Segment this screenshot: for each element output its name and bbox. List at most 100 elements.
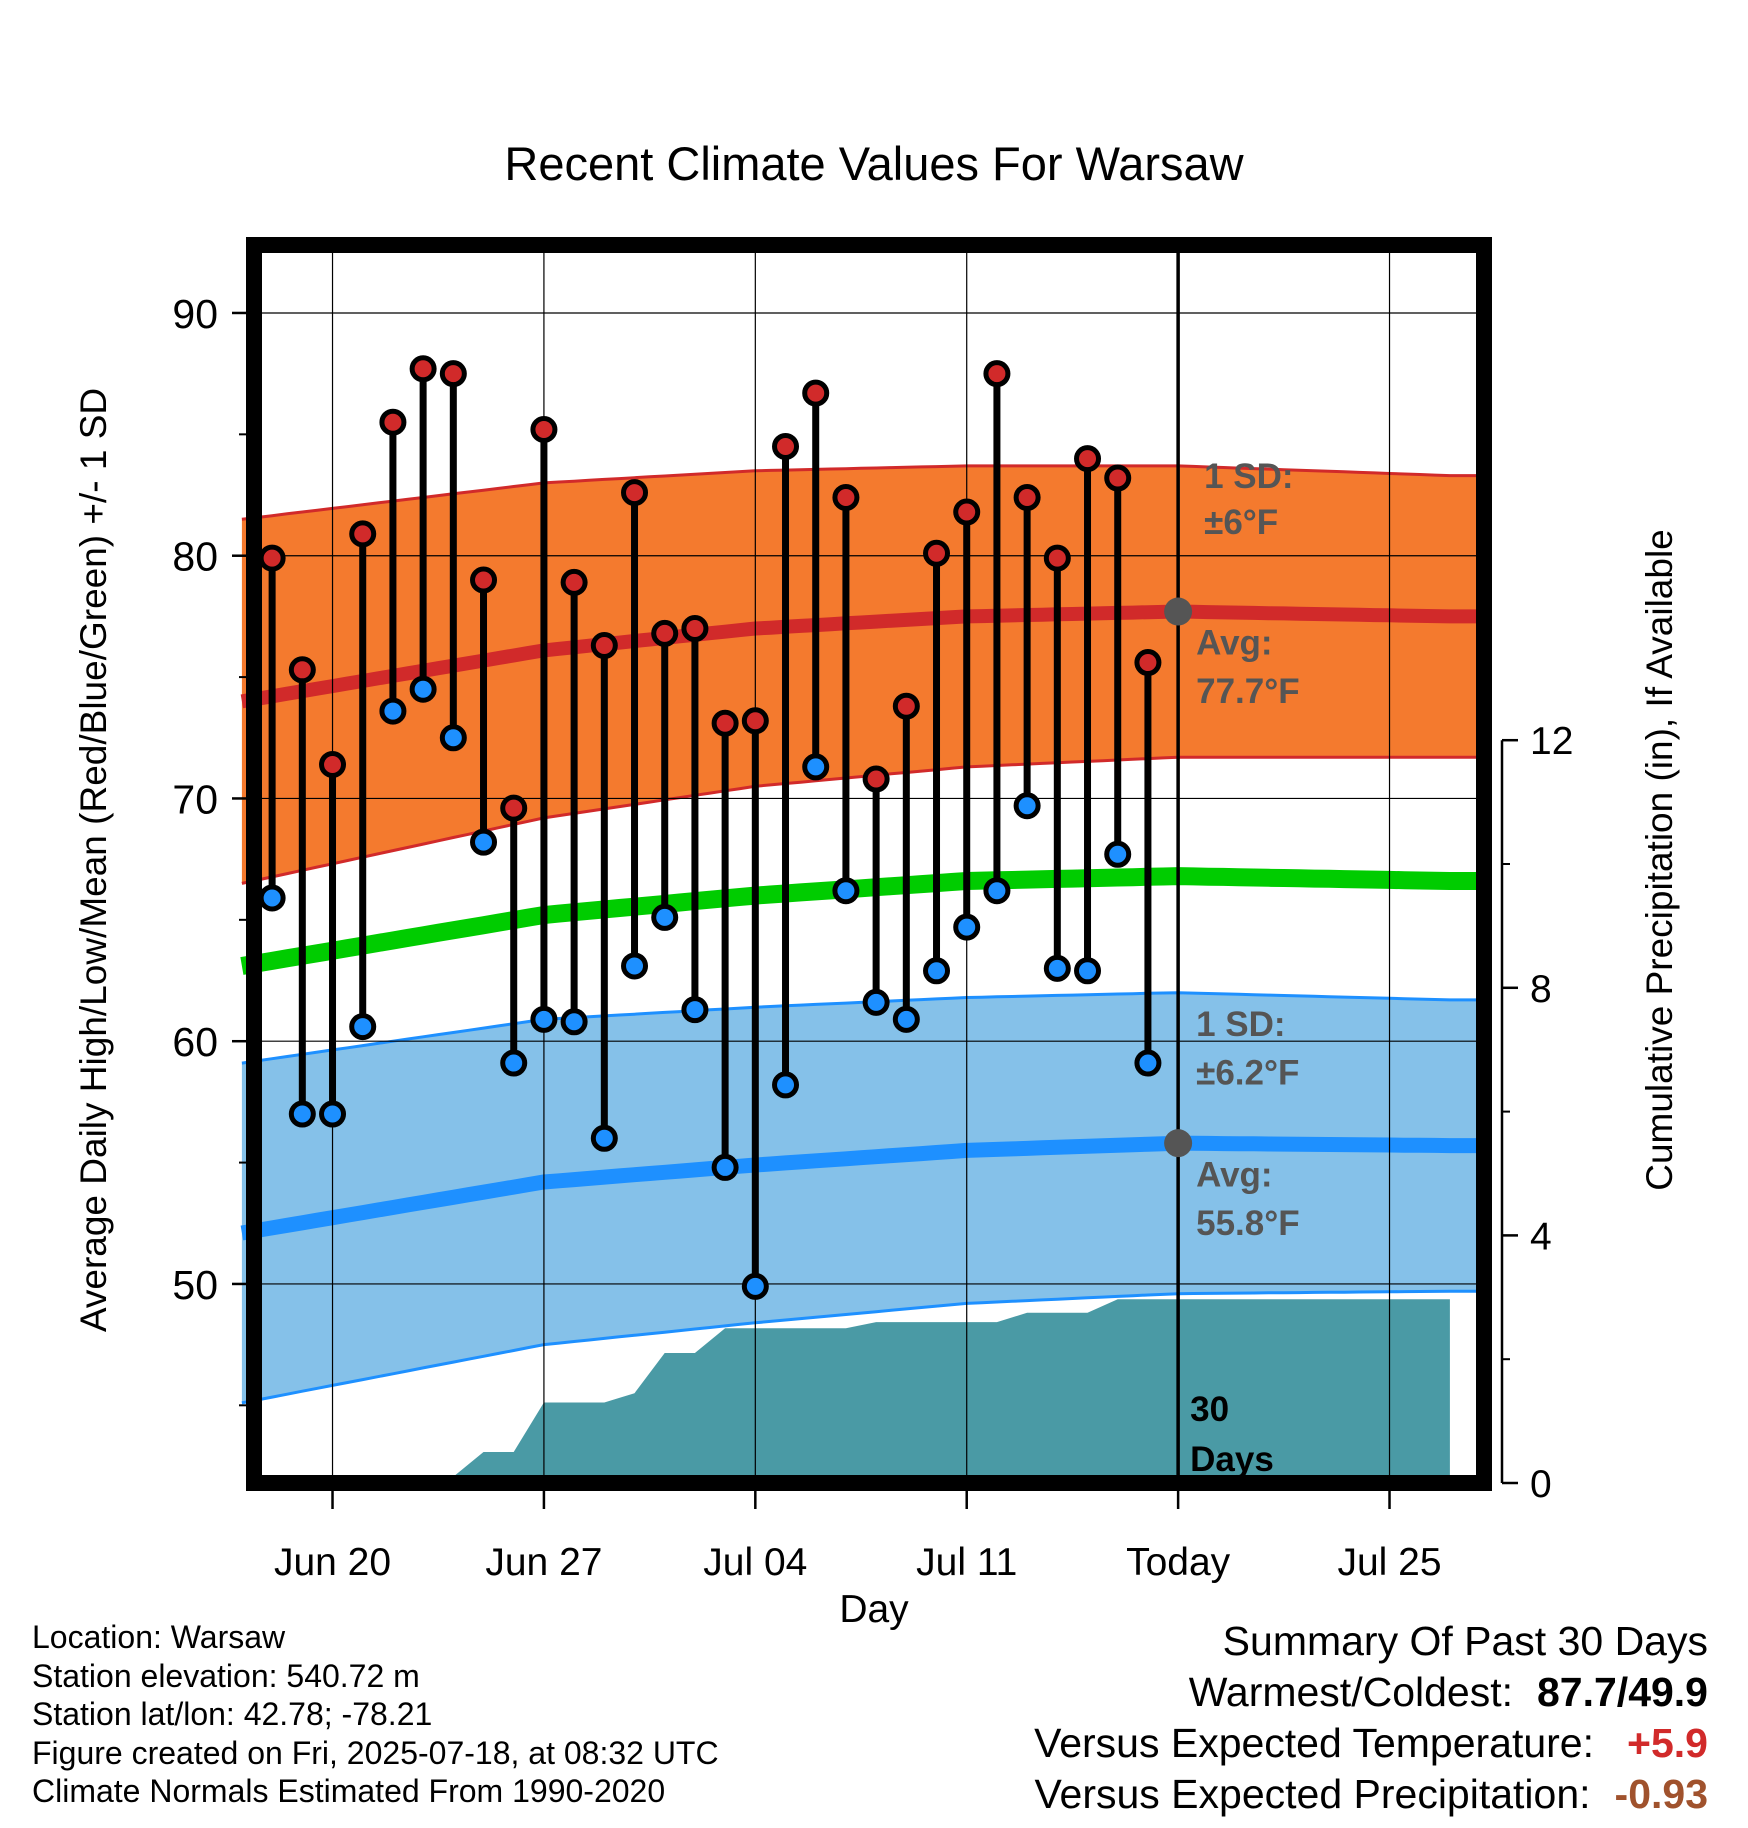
low-point — [258, 884, 286, 912]
high-point — [802, 379, 830, 407]
temp-label: Versus Expected Temperature: — [1034, 1720, 1594, 1766]
location-text: Location: Warsaw — [32, 1619, 286, 1655]
high-point — [379, 408, 407, 436]
high-point — [953, 498, 981, 526]
plot-frame — [246, 237, 1492, 1491]
high-point — [681, 615, 709, 643]
x-axis-label: Day — [839, 1588, 909, 1631]
high-point — [862, 765, 890, 793]
high-point — [288, 656, 316, 684]
low-point — [288, 1100, 316, 1128]
y-tick-label-left: 60 — [172, 1019, 218, 1065]
low-sd-label: 1 SD: — [1196, 1005, 1285, 1044]
high-point — [983, 360, 1011, 388]
low-point — [1013, 792, 1041, 820]
low-point — [711, 1153, 739, 1181]
latlon-text: Station lat/lon: 42.78; -78.21 — [32, 1696, 433, 1732]
high-point — [1074, 445, 1102, 473]
low-point — [500, 1049, 528, 1077]
normal-mean-line — [240, 867, 1484, 975]
high-point — [500, 794, 528, 822]
low-avg-marker — [1164, 1129, 1193, 1158]
x-tick-label: Today — [1126, 1541, 1231, 1584]
summary-panel: Summary Of Past 30 Days Warmest/Coldest:… — [1034, 1616, 1708, 1820]
x-tick-label: Jun 27 — [485, 1541, 602, 1584]
y-tick-label-right: 12 — [1530, 720, 1573, 763]
high-avg-marker — [1164, 597, 1193, 626]
low-point — [862, 988, 890, 1016]
high-point — [892, 692, 920, 720]
high-point — [439, 360, 467, 388]
days-label: Days — [1190, 1440, 1274, 1479]
precip-label: Versus Expected Precipitation: — [1034, 1771, 1591, 1817]
low-point — [379, 697, 407, 725]
low-point — [349, 1013, 377, 1041]
precip-row: Versus Expected Precipitation: -0.93 — [1034, 1769, 1708, 1820]
low-point — [832, 877, 860, 905]
low-point — [651, 903, 679, 931]
x-tick-label: Jul 25 — [1337, 1541, 1441, 1584]
y-tick-label-right: 8 — [1530, 968, 1552, 1011]
y-tick-label-right: 4 — [1530, 1215, 1552, 1258]
high-avg-label: Avg: — [1196, 624, 1272, 663]
elevation-text: Station elevation: 540.72 m — [32, 1657, 420, 1694]
low-avg-label: Avg: — [1196, 1155, 1272, 1194]
low-point — [953, 913, 981, 941]
low-point — [983, 877, 1011, 905]
high-point — [1104, 464, 1132, 492]
x-tick-label: Jun 20 — [274, 1541, 391, 1584]
low-avg-value: 55.8°F — [1196, 1204, 1300, 1243]
y-tick-label-left: 80 — [172, 534, 218, 580]
low-point — [439, 724, 467, 752]
warm-cold-value: 87.7/49.9 — [1537, 1669, 1708, 1715]
high-point — [741, 707, 769, 735]
x-tick-label: Jul 11 — [916, 1541, 1017, 1584]
high-sd-value: ±6°F — [1204, 503, 1278, 542]
high-point — [258, 544, 286, 572]
high-sd-band — [241, 465, 1484, 884]
low-point — [319, 1100, 347, 1128]
y-tick-label-left: 70 — [172, 776, 218, 822]
station-info: Location: Warsaw Station elevation: 540.… — [32, 1618, 719, 1811]
high-point — [1134, 649, 1162, 677]
created-text: Figure created on Fri, 2025-07-18, at 08… — [32, 1734, 719, 1771]
high-point — [621, 479, 649, 507]
low-point — [802, 753, 830, 781]
low-point — [621, 952, 649, 980]
high-point — [470, 566, 498, 594]
low-point — [741, 1272, 769, 1300]
y-tick-label-right: 0 — [1530, 1463, 1552, 1506]
warm-cold-row: Warmest/Coldest: 87.7/49.9 — [1034, 1667, 1708, 1718]
high-point — [1043, 544, 1071, 572]
low-point — [470, 828, 498, 856]
high-point — [651, 619, 679, 647]
days-count: 30 — [1190, 1390, 1229, 1429]
low-point — [1074, 957, 1102, 985]
low-point — [681, 996, 709, 1024]
high-point — [772, 432, 800, 460]
precip-value: -0.93 — [1614, 1771, 1708, 1817]
temp-row: Versus Expected Temperature: +5.9 — [1034, 1718, 1708, 1769]
low-point — [1043, 954, 1071, 982]
high-avg-value: 77.7°F — [1196, 672, 1300, 711]
low-point — [892, 1005, 920, 1033]
low-point — [923, 957, 951, 985]
high-point — [319, 750, 347, 778]
low-point — [1134, 1049, 1162, 1077]
summary-title: Summary Of Past 30 Days — [1222, 1618, 1708, 1664]
high-point — [560, 568, 588, 596]
high-point — [923, 539, 951, 567]
high-point — [590, 632, 618, 660]
high-point — [711, 709, 739, 737]
x-tick-label: Jul 04 — [703, 1541, 807, 1584]
temp-value: +5.9 — [1627, 1720, 1708, 1766]
plot-area: 1 SD: ±6°F Avg: 77.7°F 1 SD: ±6.2°F Avg: 55.8°F… — [172, 237, 1573, 1584]
warm-cold-label: Warmest/Coldest: — [1188, 1669, 1513, 1715]
low-point — [409, 675, 437, 703]
normals-text: Climate Normals Estimated From 1990-2020 — [32, 1773, 666, 1809]
high-point — [1013, 483, 1041, 511]
low-point — [590, 1124, 618, 1152]
low-sd-band-lower-edge — [241, 1289, 1484, 1405]
low-sd-value: ±6.2°F — [1196, 1053, 1299, 1092]
